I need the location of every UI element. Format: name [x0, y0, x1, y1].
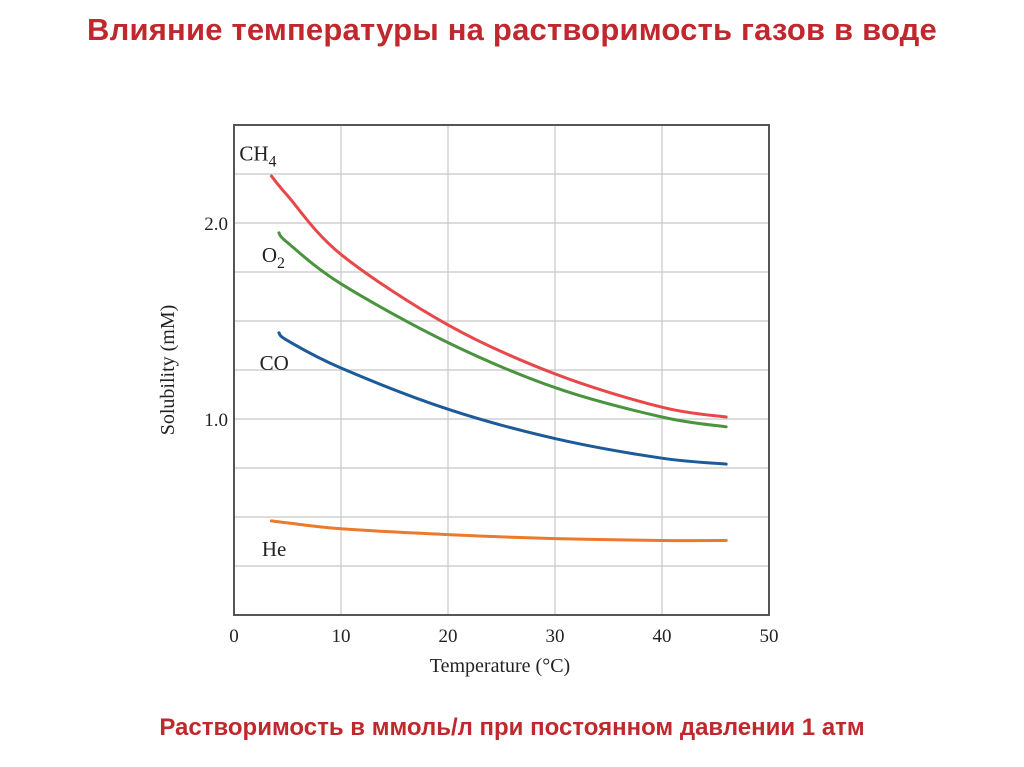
y-tick-label: 1.0	[204, 410, 228, 431]
series-labels: CH4 O2 CO He	[239, 141, 289, 561]
series-lines	[269, 174, 728, 543]
grid-lines	[234, 125, 769, 615]
slide-title: Влияние температуры на растворимость газ…	[87, 12, 937, 47]
x-tick-label: 20	[439, 626, 458, 647]
series-line-o2	[277, 231, 728, 429]
x-tick-label: 0	[229, 626, 239, 647]
series-label-o2: O2	[262, 243, 285, 272]
series-line-co	[277, 331, 728, 466]
series-line-ch4	[269, 174, 728, 419]
axis-ticks: 0 10 20 30 40 50 1.0 2.0	[204, 214, 778, 647]
series-label-co: CO	[260, 351, 289, 375]
slide-caption: Растворимость в ммоль/л при постоянном д…	[159, 714, 865, 741]
x-tick-label: 30	[546, 626, 565, 647]
x-tick-label: 40	[653, 626, 672, 647]
y-axis-label: Solubility (mM)	[157, 305, 179, 436]
series-label-ch4: CH4	[239, 141, 276, 170]
series-label-he: He	[262, 537, 287, 561]
series-line-he	[269, 519, 728, 543]
x-tick-label: 50	[760, 626, 779, 647]
x-axis-label: Temperature (°C)	[430, 655, 570, 677]
plot-frame	[233, 124, 770, 616]
y-tick-label: 2.0	[204, 214, 228, 235]
x-tick-label: 10	[332, 626, 351, 647]
